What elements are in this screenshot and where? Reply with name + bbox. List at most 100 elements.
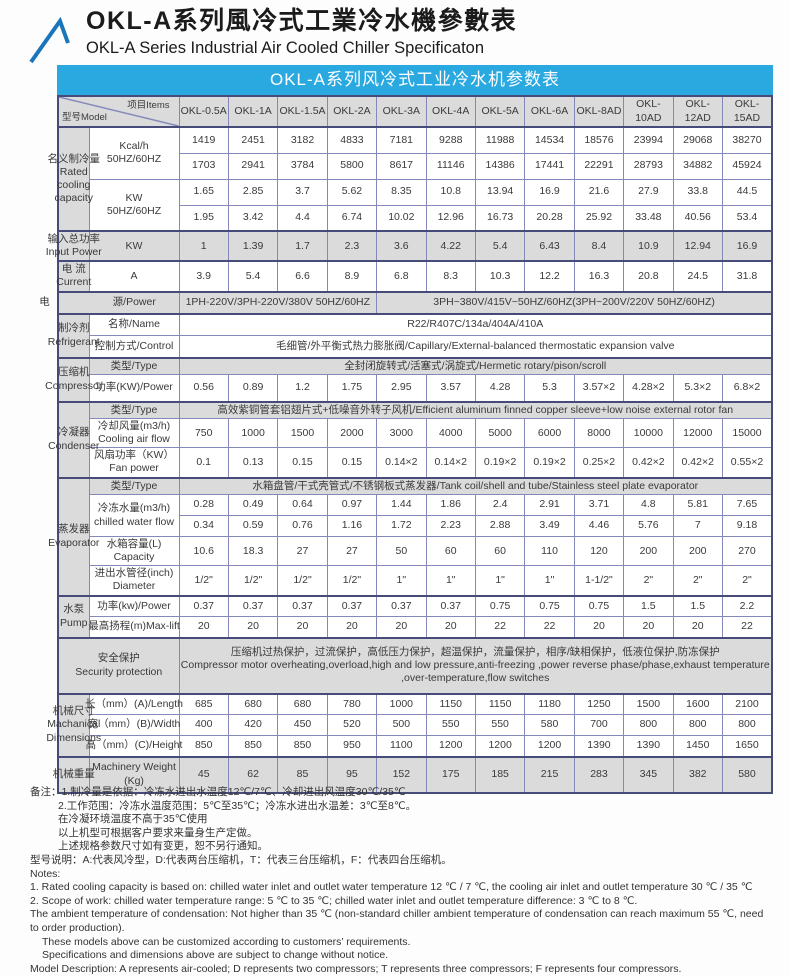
value-cell: 6.74	[326, 204, 378, 232]
value-cell: 2.91	[524, 494, 575, 516]
value-cell: 950	[326, 735, 378, 757]
value-cell: 1-1/2"	[573, 565, 625, 596]
value-cell: 270	[721, 535, 773, 567]
value-cell: 200	[672, 535, 723, 567]
item-label-cell: 冷却风量(m3/h) Cooling air flow	[88, 417, 180, 449]
value-cell: 580	[721, 755, 773, 793]
value-cell: 33.48	[623, 204, 674, 232]
value-cell: 20	[672, 616, 723, 638]
value-cell: 2941	[227, 152, 279, 180]
model-header-cell: OKL-6A	[524, 95, 575, 128]
value-cell: 2"	[672, 565, 723, 596]
value-cell: 0.37	[178, 594, 229, 617]
table-row: 冷冻水量(m3/h) chilled water flow 0.28 0.49 0.64…	[58, 494, 773, 537]
value-cell: 4.28	[474, 374, 526, 402]
value-cell: 12.2	[524, 260, 575, 293]
merged-value-cell: 毛细管/外平衡式热力膨胀阀/Capillary/External-balance…	[178, 335, 773, 358]
category-cell: 名义制冷量 Rated cooling capacity	[48, 126, 100, 232]
value-cell: 400	[178, 714, 229, 736]
value-cell: 1000	[376, 692, 427, 715]
value-cell: 0.37	[376, 594, 427, 617]
value-cell: 8.4	[573, 229, 625, 262]
value-cell: 0.49	[227, 494, 279, 516]
value-cell: 1/2"	[178, 565, 229, 596]
value-cell: 0.42×2	[672, 447, 723, 478]
model-header-cell: OKL-2A	[326, 95, 378, 128]
value-cell: 44.5	[721, 178, 773, 206]
value-cell: 6.8×2	[721, 374, 773, 402]
value-cell: 22	[524, 616, 575, 638]
value-cell: 50	[376, 535, 427, 567]
note-line: 1. Rated cooling capacity is based on: c…	[30, 881, 753, 894]
item-label-cell: 宽（mm）(B)/Width	[88, 714, 180, 736]
page-title-zh: OKL-A系列風冷式工業冷水機參數表	[86, 7, 518, 35]
value-cell: 20	[227, 616, 279, 638]
value-cell: 0.76	[277, 515, 328, 537]
value-cell: 8.9	[326, 260, 378, 293]
category-cell: 机械尺寸 Machanical Dimensions	[46, 692, 101, 757]
table-row: 0.34 0.59 0.76 1.16 1.72 2.23 2.88 3.49 4.46 5.76…	[58, 515, 773, 537]
table-row: 压缩机 Compressor 类型/Type 全封闭旋转式/活塞式/涡旋式/Herme…	[45, 356, 773, 402]
value-cell: 4.46	[573, 515, 625, 537]
value-cell: 29068	[672, 126, 723, 154]
item-label-cell: 水箱容量(L) Capacity	[88, 535, 180, 567]
value-cell: 8.35	[376, 178, 427, 206]
value-cell: 38270	[721, 126, 773, 154]
value-cell: 10.3	[474, 260, 526, 293]
value-cell: 0.14×2	[425, 447, 476, 478]
value-cell: 185	[474, 755, 526, 793]
item-label-cell: 类型/Type	[88, 356, 180, 375]
corner-label-items: 项目Items	[127, 100, 170, 111]
table-row: 高（mm）(C)/Height 850 850 850 950 1100 1200 1200 1…	[58, 735, 773, 757]
value-cell: 1/2"	[227, 565, 279, 596]
value-cell: 5.4	[227, 260, 279, 293]
category-cell: 机械重量	[53, 755, 95, 793]
value-cell: 1500	[277, 417, 328, 449]
value-cell: 1	[178, 229, 229, 262]
value-cell: 0.14×2	[376, 447, 427, 478]
value-cell: 1.5	[623, 594, 674, 617]
value-cell: 6000	[524, 417, 575, 449]
value-cell: 4.8	[623, 494, 674, 516]
value-cell: 0.64	[277, 494, 328, 516]
value-cell: 2"	[721, 565, 773, 596]
value-cell: 20	[425, 616, 476, 638]
value-cell: 8617	[376, 152, 427, 180]
value-cell: 16.3	[573, 260, 625, 293]
spec-table: 型号Model 项目Items OKL-0.5A OKL-1A OKL-1.5A OKL-…	[39, 95, 773, 794]
value-cell: 1/2"	[326, 565, 378, 596]
value-cell: 5.76	[623, 515, 674, 537]
value-cell: 8000	[573, 417, 625, 449]
merged-value-cell: 全封闭旋转式/活塞式/涡旋式/Hermetic rotary/pison/scr…	[178, 356, 773, 375]
category-cell: 输入总功率 Input Power	[46, 229, 102, 262]
value-cell: 5.62	[326, 178, 378, 206]
value-cell: 3.49	[524, 515, 575, 537]
note-line: 备注：1.制冷量是依据：冷冻水进出水温度12℃/7℃、冷却进出风温度30℃/35…	[30, 786, 406, 798]
value-cell: 2"	[623, 565, 674, 596]
value-cell: 0.89	[227, 374, 279, 402]
diagonal-divider	[59, 97, 179, 126]
table-row: 名义制冷量 Rated cooling capacity Kcal/h 50HZ/60HZ…	[48, 126, 773, 232]
value-cell: 5.81	[672, 494, 723, 516]
value-cell: 3.42	[227, 204, 279, 232]
value-cell: 8.3	[425, 260, 476, 293]
value-cell: 10.9	[623, 229, 674, 262]
value-cell: 45	[178, 755, 229, 793]
model-header-cell: OKL-0.5A	[178, 95, 229, 128]
value-cell: 0.28	[178, 494, 229, 516]
value-cell: 95	[326, 755, 378, 793]
note-line: 在冷凝环境温度不高于35℃使用	[58, 813, 208, 826]
value-cell: 110	[524, 535, 575, 567]
value-cell: 750	[178, 417, 229, 449]
value-cell: 20	[178, 616, 229, 638]
value-cell: 60	[425, 535, 476, 567]
item-label-cell: 冷冻水量(m3/h) chilled water flow	[88, 494, 180, 537]
value-cell: 12.96	[425, 204, 476, 232]
item-label-cell: 名称/Name	[88, 312, 180, 336]
value-cell: 3784	[277, 152, 328, 180]
item-label-cell: 类型/Type	[88, 476, 180, 495]
value-cell: 1.95	[178, 204, 229, 232]
value-cell: 28793	[623, 152, 674, 180]
note-line: Specifications and dimensions above are …	[42, 949, 389, 962]
value-cell: 27	[326, 535, 378, 567]
